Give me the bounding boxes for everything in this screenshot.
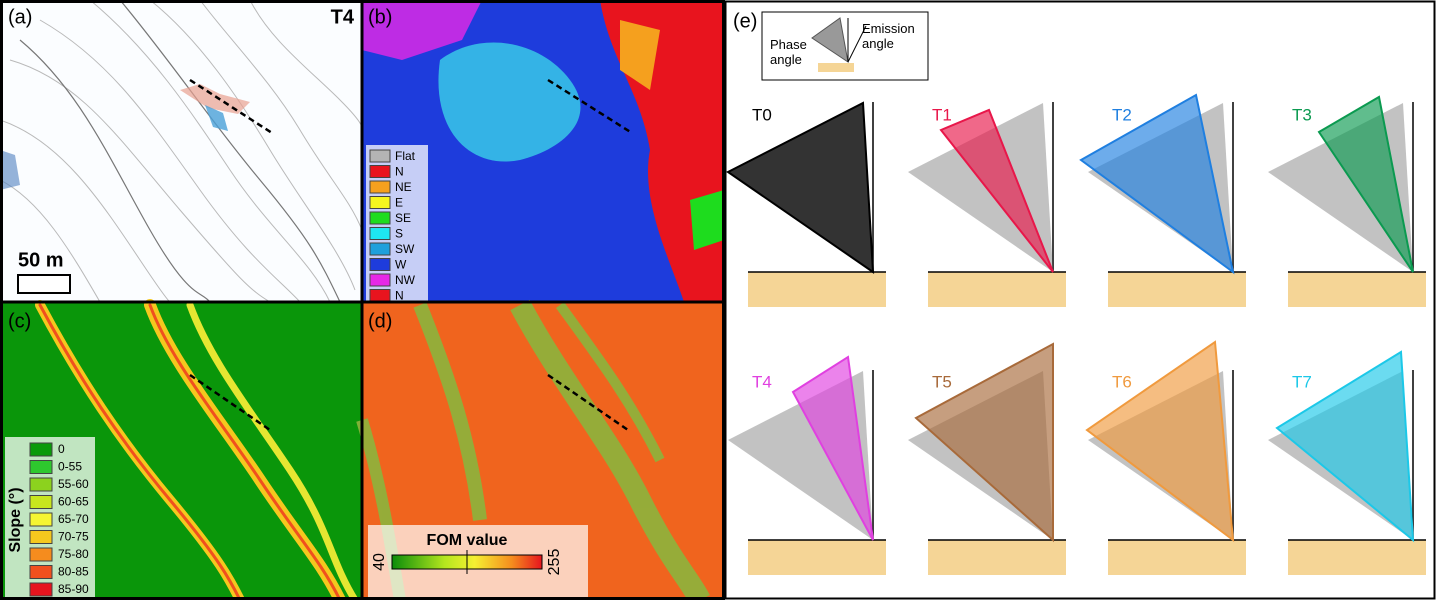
geometry-triangle [791,355,874,541]
geometry-label: T2 [1112,105,1132,124]
panel-label: (a) [8,6,32,28]
legend-label: N [395,165,404,179]
panel-a: (a) T4 50 m [0,0,364,305]
legend-label: NW [395,273,416,287]
legend-swatch [29,460,53,474]
legend-label: 80-85 [58,565,89,579]
legend-swatch [369,242,391,256]
reference-geometry [908,103,1053,272]
ground [1108,272,1246,307]
legend-swatch [369,149,391,163]
label-line: Phase [770,37,807,52]
legend-label: 65-70 [58,512,89,526]
panel-label: (e) [733,10,757,32]
scale-bar-label: 50 m [18,249,64,271]
legend-label: N [395,289,404,303]
colorbar-title: FOM value [427,532,508,549]
colorbar-min: 40 [371,553,388,571]
geometry-label: T7 [1292,372,1312,391]
legend-swatch [369,273,391,287]
geometry-label: T0 [752,105,772,124]
geometry-label: T1 [932,105,952,124]
geometry-label: T6 [1112,372,1132,391]
legend-label: 70-75 [58,530,89,544]
legend-label: 0-55 [58,460,82,474]
legend-label: NE [395,180,412,194]
legend-label: E [395,196,403,210]
ground [748,272,886,307]
panel-d: FOM value 40 255 (d) [356,299,724,605]
legend-label: Flat [395,149,416,163]
legend-swatch [29,582,53,597]
legend-swatch [369,258,391,271]
geometry-triangle [1079,93,1235,275]
legend-swatch [369,180,391,194]
geometry-triangle [1275,350,1415,543]
panel-c: 0 0-55 55-60 60-65 65-70 70-75 75-80 80-85 85-90… [0,299,362,605]
inset-emission-label: Emission angle [862,21,915,51]
label-line: angle [770,52,802,67]
legend-label: 55-60 [58,477,89,491]
geometry-label: T5 [932,372,952,391]
contours [0,0,364,305]
geometry-triangle [726,101,875,274]
legend-swatch [369,289,391,302]
legend-label: SW [395,242,415,256]
legend-label: 85-90 [58,582,89,596]
geometry-label: T3 [1292,105,1312,124]
ground [928,272,1066,307]
legend-swatch [369,196,391,209]
label-line: angle [862,36,894,51]
legend-swatch [369,227,391,240]
panel-label: (c) [8,310,31,332]
ground [1288,540,1426,575]
panel-label: (d) [368,310,392,332]
ground [1108,540,1246,575]
legend-swatch [29,495,53,509]
legend-swatch [29,477,53,492]
legend-swatch [369,165,391,178]
panel-label: (b) [368,6,392,28]
ground [1288,272,1426,307]
inset-phase-label: Phase angle [770,37,807,67]
geometry-triangle [914,342,1054,543]
map-background [0,0,362,302]
legend-swatch [29,442,53,457]
geometry-label: T4 [752,372,772,391]
legend-swatch [29,530,53,544]
target-tag: T4 [331,6,355,28]
legend-swatch [369,211,391,225]
legend-label: 60-65 [58,495,89,509]
colorbar-max: 255 [546,549,563,576]
ground [928,540,1066,575]
geometry-triangle [939,108,1054,273]
legend-swatch [29,512,53,527]
legend-title: Slope (°) [7,487,24,552]
legend-label: 0 [58,442,65,456]
legend-label: SE [395,211,411,225]
label-line: Emission [862,21,915,36]
legend-label: S [395,227,403,241]
geometry-triangle [1085,340,1235,543]
legend-label: W [395,258,407,272]
geometry-triangle [1317,95,1414,273]
ground [748,540,886,575]
legend-swatch [29,565,53,579]
legend-swatch [29,547,53,562]
legend-label: 75-80 [58,547,89,561]
